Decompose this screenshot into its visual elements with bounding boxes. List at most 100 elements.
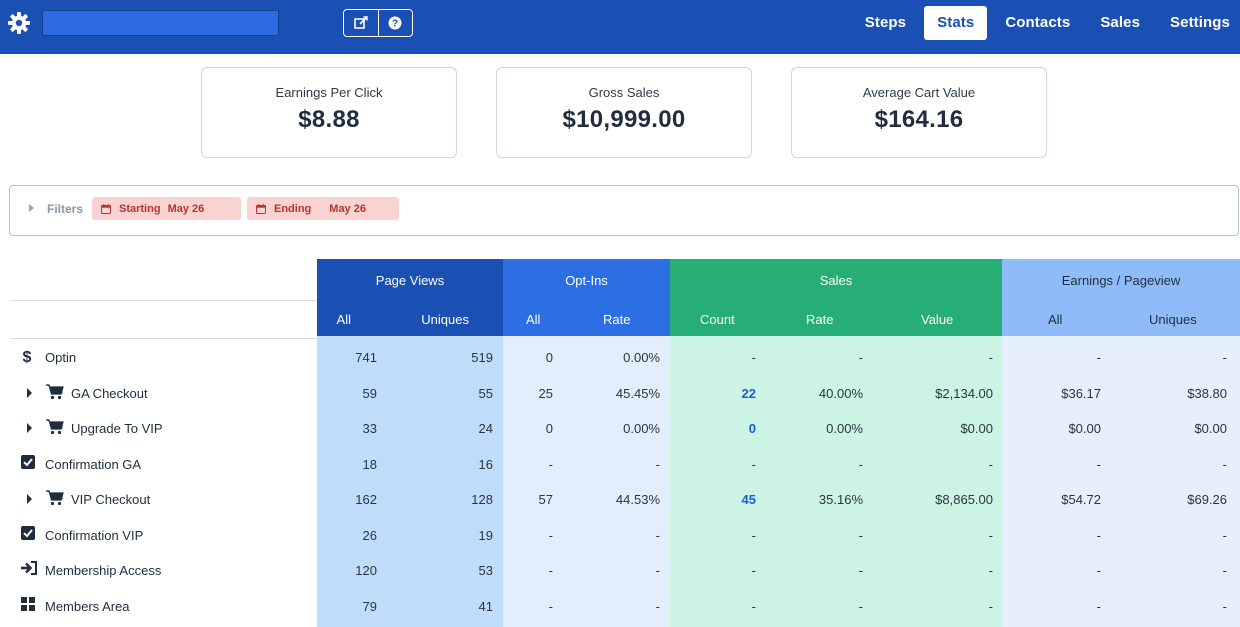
nav-settings[interactable]: Settings bbox=[1170, 14, 1230, 31]
col-header[interactable]: All bbox=[336, 312, 351, 327]
checkbox-icon bbox=[21, 454, 35, 472]
col-header[interactable]: Uniques bbox=[421, 312, 469, 327]
table-row[interactable]: $ Optin 741 519 0 0.00% - - - - - bbox=[0, 340, 1240, 375]
cell-pv-all: 79 bbox=[362, 598, 377, 614]
col-header[interactable]: All bbox=[1048, 312, 1063, 327]
cell-e-all: - bbox=[1096, 563, 1101, 578]
cell-e-all: - bbox=[1096, 350, 1101, 365]
col-header[interactable]: Count bbox=[700, 312, 735, 327]
cell-s-rate: - bbox=[858, 563, 863, 578]
edit-button[interactable] bbox=[344, 10, 378, 36]
ending-date-chip[interactable]: Ending May 26 bbox=[247, 197, 399, 220]
cell-oi-all: - bbox=[548, 456, 553, 472]
cell-s-count: - bbox=[751, 350, 756, 365]
cell-s-value: - bbox=[988, 350, 993, 365]
cell-oi-rate: 44.53% bbox=[615, 492, 660, 507]
metric-card-gross-sales: Gross Sales $10,999.00 bbox=[496, 67, 752, 158]
checkbox-icon bbox=[21, 525, 35, 543]
funnel-name-field[interactable] bbox=[42, 10, 279, 36]
table-row[interactable]: Members Area 79 41 - - - - - - - bbox=[0, 589, 1240, 624]
cell-oi-rate: - bbox=[655, 527, 660, 543]
group-title: Opt-Ins bbox=[565, 273, 608, 288]
table-row[interactable]: Upgrade To VIP 33 24 0 0.00% 0 0.00% $0.00 $0.00… bbox=[0, 411, 1240, 446]
cell-s-value: - bbox=[988, 527, 993, 543]
caret-right-icon[interactable] bbox=[29, 204, 34, 212]
nav-stats[interactable]: Stats bbox=[924, 6, 988, 40]
cell-e-all: $54.72 bbox=[1061, 492, 1101, 507]
nav-contacts[interactable]: Contacts bbox=[1005, 14, 1071, 31]
column-bg bbox=[317, 336, 503, 627]
metric-card-avg-cart: Average Cart Value $164.16 bbox=[791, 67, 1047, 158]
cell-s-value: $8,865.00 bbox=[935, 492, 993, 507]
cell-oi-all: 0 bbox=[545, 421, 553, 436]
cell-s-count[interactable]: 45 bbox=[741, 492, 756, 507]
filters-panel: Filters Starting May 26 Ending May 26 bbox=[9, 185, 1239, 236]
cell-oi-rate: 0.00% bbox=[623, 350, 660, 365]
cell-pv-all: 162 bbox=[355, 492, 377, 507]
cell-e-all: $0.00 bbox=[1068, 421, 1101, 436]
filters-toggle[interactable]: Filters bbox=[47, 202, 84, 216]
cell-oi-rate: - bbox=[655, 598, 660, 614]
cell-e-uniq: $38.80 bbox=[1187, 385, 1227, 401]
nav-sales[interactable]: Sales bbox=[1100, 14, 1141, 31]
metric-label: Gross Sales bbox=[588, 85, 660, 100]
col-header[interactable]: Uniques bbox=[1149, 312, 1197, 327]
cell-s-rate: - bbox=[858, 527, 863, 543]
help-button[interactable]: ? bbox=[377, 10, 412, 36]
starting-date-chip[interactable]: Starting May 26 bbox=[92, 197, 241, 220]
caret-right-icon[interactable] bbox=[27, 423, 32, 433]
col-header[interactable]: Value bbox=[921, 312, 954, 327]
cell-e-all: - bbox=[1096, 456, 1101, 472]
col-header[interactable]: All bbox=[526, 312, 541, 327]
dollar-icon: $ bbox=[21, 348, 33, 367]
cell-s-value: - bbox=[988, 598, 993, 614]
gear-icon[interactable] bbox=[7, 11, 31, 35]
header-sales: Sales Count Rate Value bbox=[670, 259, 1002, 336]
cell-e-all: - bbox=[1096, 527, 1101, 543]
title-action-buttons: ? bbox=[343, 9, 413, 37]
cell-pv-all: 120 bbox=[355, 563, 377, 578]
cell-oi-all: - bbox=[548, 563, 553, 578]
cell-pv-uniq: 19 bbox=[478, 527, 493, 543]
column-bg bbox=[503, 336, 670, 627]
group-title: Earnings / Pageview bbox=[1061, 273, 1181, 288]
cell-oi-all: - bbox=[548, 527, 553, 543]
cell-pv-all: 18 bbox=[362, 456, 377, 472]
table-row[interactable]: GA Checkout 59 55 25 45.45% 22 40.00% $2,134.00… bbox=[0, 376, 1240, 411]
cell-e-uniq: - bbox=[1222, 456, 1227, 472]
nav-steps[interactable]: Steps bbox=[864, 14, 907, 31]
cell-pv-all: 741 bbox=[355, 350, 377, 365]
table-row[interactable]: Membership Access 120 53 - - - - - - - bbox=[0, 553, 1240, 588]
col-header[interactable]: Rate bbox=[806, 312, 834, 327]
step-name: Optin bbox=[45, 350, 77, 365]
cell-pv-uniq: 41 bbox=[478, 598, 493, 614]
metric-card-epc: Earnings Per Click $8.88 bbox=[201, 67, 457, 158]
table-row[interactable]: Confirmation VIP 26 19 - - - - - - - bbox=[0, 518, 1240, 553]
caret-right-icon[interactable] bbox=[27, 387, 32, 398]
edit-icon bbox=[354, 16, 368, 29]
metric-label: Earnings Per Click bbox=[275, 85, 383, 100]
col-header[interactable]: Rate bbox=[603, 312, 631, 327]
table-row[interactable]: VIP Checkout 162 128 57 44.53% 45 35.16% $8,865… bbox=[0, 482, 1240, 517]
cell-oi-all: 25 bbox=[538, 385, 553, 401]
cell-oi-all: - bbox=[548, 598, 553, 614]
cell-e-uniq: - bbox=[1222, 350, 1227, 365]
table-row[interactable]: Confirmation GA 18 16 - - - - - - - bbox=[0, 447, 1240, 482]
step-name: Membership Access bbox=[45, 563, 162, 578]
cell-s-value: - bbox=[988, 456, 993, 472]
cell-oi-all: 57 bbox=[538, 492, 553, 507]
metric-value: $164.16 bbox=[874, 106, 964, 133]
cell-pv-uniq: 519 bbox=[471, 350, 493, 365]
cell-pv-uniq: 24 bbox=[478, 421, 493, 436]
caret-right-icon[interactable] bbox=[27, 494, 32, 504]
header-opt-ins: Opt-Ins All Rate bbox=[503, 259, 670, 336]
cart-icon bbox=[46, 419, 64, 438]
cell-pv-all: 59 bbox=[362, 385, 377, 401]
cell-e-all: $36.17 bbox=[1061, 385, 1101, 401]
cell-s-count[interactable]: 0 bbox=[748, 421, 756, 436]
step-name: Members Area bbox=[45, 598, 130, 614]
step-name: Upgrade To VIP bbox=[71, 421, 163, 436]
cell-oi-rate: - bbox=[655, 456, 660, 472]
cell-s-count[interactable]: 22 bbox=[741, 385, 756, 401]
svg-text:?: ? bbox=[392, 19, 398, 30]
